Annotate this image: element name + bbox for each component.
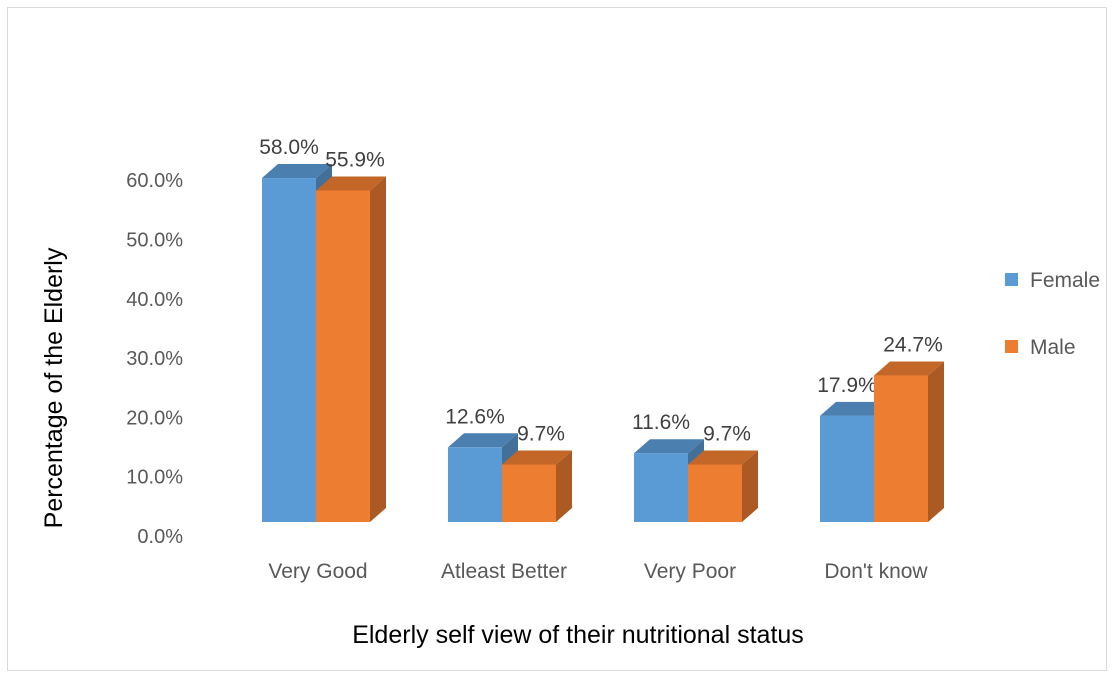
bar-top-male (874, 361, 944, 376)
legend-swatch-male (1005, 340, 1018, 353)
legend-label: Female (1030, 269, 1100, 292)
bar-side-male (742, 450, 758, 522)
y-tick-label: 0.0% (137, 526, 183, 548)
x-axis-title: Elderly self view of their nutritional s… (352, 621, 804, 649)
data-label: 17.9% (817, 374, 877, 397)
category-label: Very Poor (644, 560, 736, 583)
data-label: 9.7% (517, 422, 565, 445)
y-tick-label: 20.0% (126, 407, 183, 429)
bar-side-male (370, 176, 386, 522)
data-label: 11.6% (632, 411, 690, 434)
bar-top-male (688, 450, 758, 465)
y-tick-label: 40.0% (126, 289, 183, 311)
bar-female (820, 415, 874, 522)
chart-frame (7, 7, 1107, 671)
y-tick-label: 60.0% (126, 170, 183, 192)
bar-male (316, 190, 370, 522)
bar-female (262, 178, 316, 522)
bar-side-male (928, 361, 944, 522)
legend-swatch-female (1005, 273, 1018, 286)
y-tick-label: 50.0% (126, 230, 183, 252)
bar-top-female (448, 433, 518, 448)
bar-top-male (316, 176, 386, 191)
bar-male (688, 464, 742, 522)
bar-male (502, 464, 556, 522)
y-axis-title: Percentage of the Elderly (40, 247, 68, 528)
data-label: 58.0% (259, 136, 319, 159)
data-label: 24.7% (883, 334, 943, 357)
bar-top-male (502, 450, 572, 465)
data-label: 9.7% (703, 422, 751, 445)
bar-top-female (820, 401, 890, 416)
category-label: Atleast Better (441, 560, 567, 583)
bar-side-male (556, 450, 572, 522)
category-label: Very Good (268, 560, 367, 583)
data-label: 55.9% (325, 149, 385, 172)
y-tick-label: 30.0% (126, 348, 183, 370)
y-tick-label: 10.0% (126, 467, 183, 489)
category-label: Don't know (824, 560, 928, 583)
data-label: 12.6% (445, 405, 505, 428)
bar-female (448, 447, 502, 522)
bar-top-female (634, 439, 704, 454)
bar-male (874, 375, 928, 522)
bar-top-female (262, 164, 332, 179)
bar-female (634, 453, 688, 522)
legend-label: Male (1030, 336, 1076, 359)
